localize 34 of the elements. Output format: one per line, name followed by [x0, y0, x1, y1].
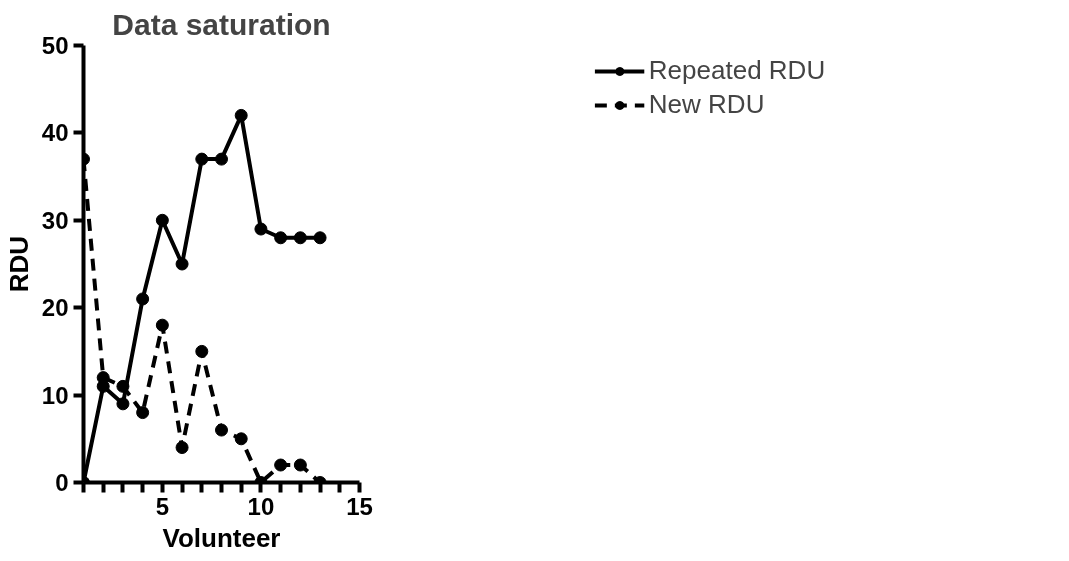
point — [195, 152, 209, 166]
y-tick-label: 50 — [41, 32, 69, 59]
point — [313, 231, 327, 245]
point — [155, 213, 169, 227]
point — [293, 231, 307, 245]
point — [254, 222, 268, 236]
point — [195, 344, 209, 358]
point — [175, 257, 189, 271]
point — [116, 379, 130, 393]
y-tick-label: 20 — [41, 294, 69, 322]
y-tick-label: 0 — [55, 469, 69, 496]
legend-label: New RDU — [648, 89, 765, 120]
legend-label: Repeated RDU — [648, 55, 826, 86]
point — [136, 292, 150, 306]
point — [293, 458, 307, 472]
x-tick-label: 5 — [155, 492, 170, 520]
y-axis-title: RDU — [3, 235, 34, 293]
point — [274, 458, 288, 472]
y-tick-label: 10 — [41, 381, 69, 409]
x-tick-label: 10 — [247, 492, 275, 520]
point — [215, 423, 228, 437]
point — [175, 441, 189, 455]
y-tick-label: 40 — [41, 119, 69, 147]
y-tick-label: 30 — [41, 206, 69, 234]
x-tick-label: 15 — [346, 492, 373, 520]
point — [234, 108, 248, 122]
point — [116, 397, 130, 411]
x-axis-title: Volunteer — [162, 522, 281, 553]
point — [274, 231, 288, 245]
point — [234, 432, 248, 446]
point — [215, 152, 228, 166]
point — [155, 318, 169, 332]
point — [136, 406, 150, 420]
chart-title: Data saturation — [112, 7, 331, 41]
